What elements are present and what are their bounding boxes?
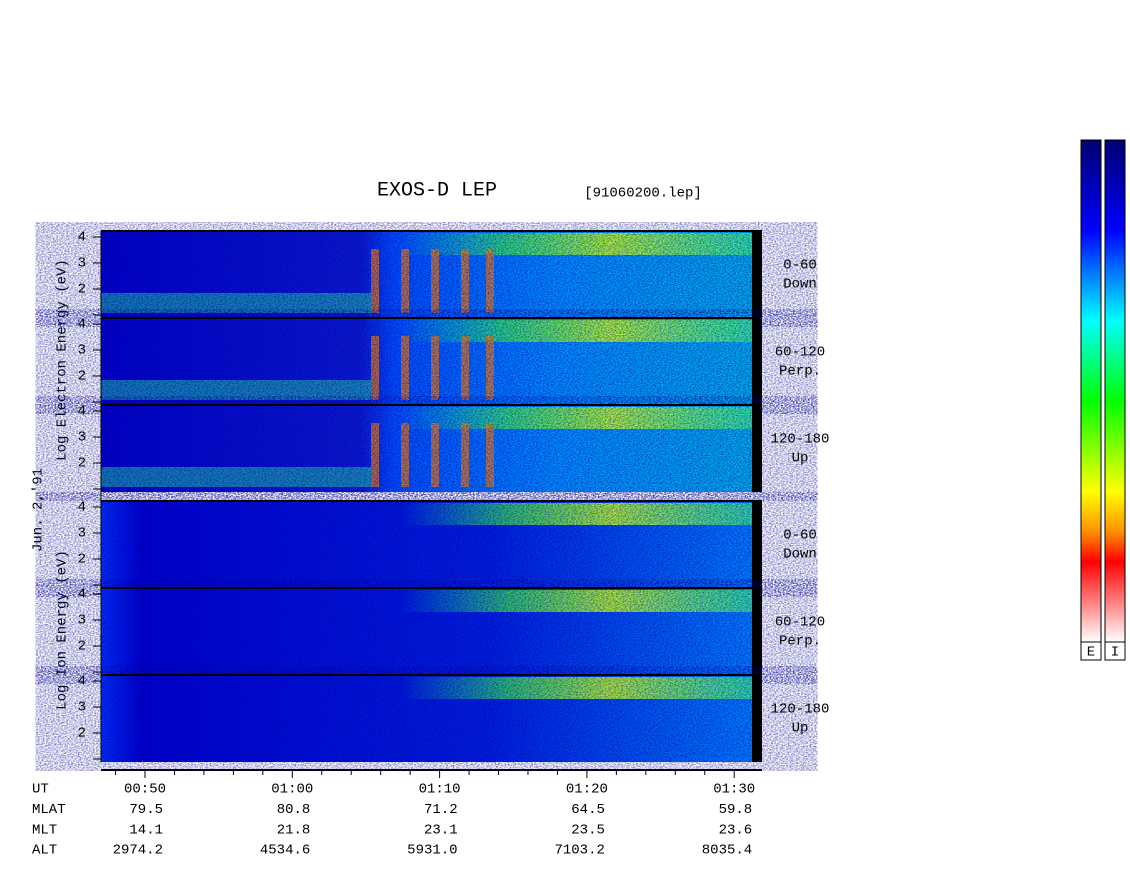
- y-tick-label: 3: [78, 613, 86, 629]
- y-tick-label: 3: [78, 430, 86, 446]
- row-value: 79.5: [129, 802, 163, 818]
- panel-edge: [752, 231, 762, 318]
- y-tick-label: 3: [78, 526, 86, 542]
- row-value: 71.2: [424, 802, 458, 818]
- panel-edge: [752, 501, 762, 588]
- y-tick-label: 3: [78, 343, 86, 359]
- spectrogram-noise: [101, 231, 752, 318]
- row-value: 23.6: [719, 822, 753, 838]
- channel-label: 0-60: [783, 258, 817, 274]
- y-tick-label: 2: [78, 639, 86, 655]
- row-value: 8035.4: [702, 843, 752, 859]
- row-value: 80.8: [277, 802, 311, 818]
- row-value: 5931.0: [407, 843, 457, 859]
- y-tick-label: 2: [78, 726, 86, 742]
- row-value: 23.1: [424, 822, 458, 838]
- row-value: 64.5: [571, 802, 605, 818]
- row-label: ALT: [32, 843, 57, 859]
- row-value: 14.1: [129, 822, 163, 838]
- row-value: 01:10: [419, 782, 461, 798]
- y-tick-label: 2: [78, 552, 86, 568]
- channel-direction: Perp.: [779, 364, 821, 380]
- colorbar-label: E: [1087, 645, 1095, 661]
- channel-direction: Down: [783, 547, 817, 563]
- spectrogram-noise: [101, 675, 752, 762]
- row-value: 7103.2: [554, 843, 604, 859]
- axis-label: Log Electron Energy (eV): [55, 259, 71, 461]
- row-value: 01:00: [271, 782, 313, 798]
- colorbar-label-box: [1080, 641, 1102, 661]
- row-value: 21.8: [277, 822, 311, 838]
- colorbar-label-box: [1104, 641, 1126, 661]
- y-tick-label: 3: [78, 700, 86, 716]
- channel-direction: Up: [792, 721, 809, 737]
- panel-edge: [752, 675, 762, 762]
- spectrogram-noise: [101, 318, 752, 405]
- spectrogram-noise: [101, 405, 752, 492]
- spectrogram-noise: [101, 501, 752, 588]
- file-name: [91060200.lep]: [584, 186, 702, 202]
- axis-label: Log Ion Energy (eV): [55, 550, 71, 710]
- row-value: 00:50: [124, 782, 166, 798]
- y-tick-label: 4: [78, 674, 86, 690]
- row-value: 2974.2: [113, 843, 163, 859]
- channel-direction: Up: [792, 451, 809, 467]
- row-value: 59.8: [719, 802, 753, 818]
- channel-direction: Down: [783, 277, 817, 293]
- channel-label: 60-120: [775, 345, 825, 361]
- row-value: 4534.6: [260, 843, 310, 859]
- y-tick-label: 4: [78, 404, 86, 420]
- row-label: MLAT: [32, 802, 66, 818]
- colorbar-label: I: [1111, 645, 1119, 661]
- y-tick-label: 4: [78, 317, 86, 333]
- row-value: 01:30: [713, 782, 755, 798]
- panel-edge: [752, 588, 762, 675]
- y-tick-label: 4: [78, 587, 86, 603]
- panel-edge: [752, 318, 762, 405]
- row-label: UT: [32, 782, 49, 798]
- row-value: 01:20: [566, 782, 608, 798]
- channel-label: 120-180: [771, 432, 830, 448]
- y-tick-label: 2: [78, 456, 86, 472]
- channel-label: 60-120: [775, 615, 825, 631]
- date: Jun. 2,'91: [31, 468, 47, 552]
- y-tick-label: 2: [78, 369, 86, 385]
- colorbar: [1080, 139, 1102, 643]
- y-tick-label: 2: [78, 282, 86, 298]
- row-label: MLT: [32, 822, 57, 838]
- row-value: 23.5: [571, 822, 605, 838]
- spectrogram-noise: [101, 588, 752, 675]
- y-tick-label: 4: [78, 500, 86, 516]
- channel-direction: Perp.: [779, 634, 821, 650]
- panel-edge: [752, 405, 762, 492]
- channel-label: 0-60: [783, 528, 817, 544]
- y-tick-label: 3: [78, 256, 86, 272]
- channel-label: 120-180: [771, 702, 830, 718]
- colorbar: [1104, 139, 1126, 643]
- title: EXOS-D LEP: [377, 179, 497, 202]
- y-tick-label: 4: [78, 230, 86, 246]
